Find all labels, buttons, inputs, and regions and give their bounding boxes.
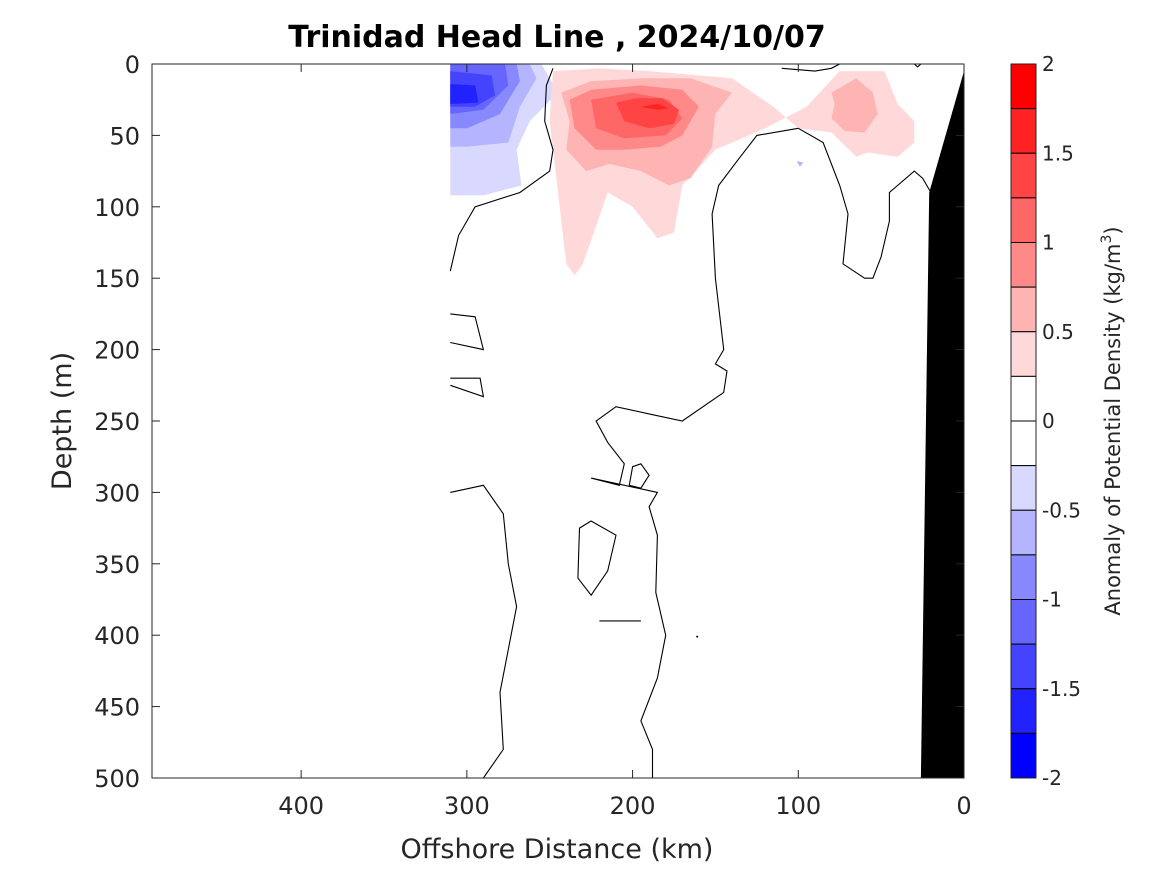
x-tick-label: 100 bbox=[775, 792, 821, 820]
colorbar-segment bbox=[1010, 599, 1037, 645]
zero-contour-line-4 bbox=[590, 127, 799, 778]
y-tick-label: 50 bbox=[109, 122, 140, 150]
colorbar-tick-label: -2 bbox=[1042, 766, 1062, 790]
zero-contour-line-11 bbox=[628, 463, 650, 489]
y-tick-label: 150 bbox=[94, 265, 140, 293]
contour-fill-pos-1.5 bbox=[640, 104, 669, 110]
colorbar-tick-label: 0 bbox=[1042, 409, 1055, 433]
x-tick-label: 400 bbox=[278, 792, 324, 820]
y-tick-label: 250 bbox=[94, 408, 140, 436]
colorbar-tick-label: 2 bbox=[1042, 52, 1055, 76]
colorbar-tick-label: -1 bbox=[1042, 588, 1062, 612]
x-axis-label: Offshore Distance (km) bbox=[401, 834, 714, 865]
colorbar-label: Anomaly of Potential Density (kg/m3) bbox=[1099, 226, 1125, 615]
colorbar-segment bbox=[1010, 286, 1037, 333]
colorbar-segment bbox=[1010, 63, 1037, 110]
zero-contour-line-7 bbox=[450, 313, 485, 351]
y-tick-label: 450 bbox=[94, 694, 140, 722]
colorbar-tick-label: 0.5 bbox=[1042, 320, 1074, 344]
colorbar-segment bbox=[1010, 732, 1037, 779]
y-tick-label: 400 bbox=[94, 622, 140, 650]
x-tick-label: 200 bbox=[610, 792, 656, 820]
colorbar-segment bbox=[1010, 331, 1037, 377]
colorbar-label-suffix: ) bbox=[1101, 226, 1125, 234]
y-tick-label: 200 bbox=[94, 337, 140, 365]
zero-contour-line-10 bbox=[577, 520, 617, 597]
colorbar-segment bbox=[1010, 197, 1037, 243]
zero-contour-line-3 bbox=[913, 64, 922, 68]
colorbar-label-main: Anomaly of Potential Density (kg/m bbox=[1101, 244, 1125, 616]
colorbar-segment bbox=[1010, 465, 1037, 511]
x-tick-label: 0 bbox=[956, 792, 971, 820]
bathymetry-seafloor bbox=[920, 71, 964, 778]
contour-plot-area bbox=[152, 64, 964, 778]
y-axis-label: Depth (m) bbox=[47, 352, 78, 490]
colorbar: 2 1.5 1 0.5 0 -0.5 -1 -1.5 -2 bbox=[1010, 52, 1081, 790]
zero-contour-line-5 bbox=[798, 127, 932, 279]
colorbar-segment bbox=[1010, 643, 1037, 690]
y-tick-label: 300 bbox=[94, 479, 140, 507]
colorbar-segment bbox=[1010, 152, 1037, 199]
colorbar-frame bbox=[1010, 63, 1037, 779]
colorbar-tick-label: 1.5 bbox=[1042, 141, 1074, 165]
colorbar-segment bbox=[1010, 688, 1037, 734]
x-tick-label: 300 bbox=[444, 792, 490, 820]
colorbar-label-superscript: 3 bbox=[1099, 235, 1115, 244]
colorbar-segment bbox=[1010, 554, 1037, 600]
y-tick-label: 350 bbox=[94, 551, 140, 579]
contour-fill-pos-1.25 bbox=[616, 98, 679, 129]
contour-fill-pos-0.5b bbox=[831, 78, 878, 133]
zero-contour-line-8 bbox=[450, 377, 485, 398]
y-tick-label: 100 bbox=[94, 194, 140, 222]
colorbar-segment bbox=[1010, 509, 1037, 556]
colorbar-tick-label: 1 bbox=[1042, 231, 1055, 255]
chart-title: Trinidad Head Line , 2024/10/07 bbox=[288, 20, 825, 55]
colorbar-segment bbox=[1010, 108, 1037, 154]
colorbar-segment bbox=[1010, 242, 1037, 288]
y-tick-label: 0 bbox=[125, 51, 140, 79]
colorbar-segment bbox=[1010, 420, 1037, 467]
contour-fill-neg-speck bbox=[796, 161, 804, 167]
colorbar-segment bbox=[1010, 375, 1037, 422]
y-tick-label: 500 bbox=[94, 765, 140, 793]
axes: 400 300 200 100 0 0 50 100 150 200 250 300 350 400 450… bbox=[94, 51, 971, 820]
zero-contour-line-1 bbox=[449, 68, 554, 272]
contour-speck bbox=[696, 635, 699, 638]
contour-fill-neg-1.75 bbox=[450, 84, 479, 104]
colorbar-tick-label: -1.5 bbox=[1042, 677, 1081, 701]
colorbar-tick-label: -0.5 bbox=[1042, 498, 1081, 522]
zero-contour-line-6 bbox=[450, 484, 518, 778]
